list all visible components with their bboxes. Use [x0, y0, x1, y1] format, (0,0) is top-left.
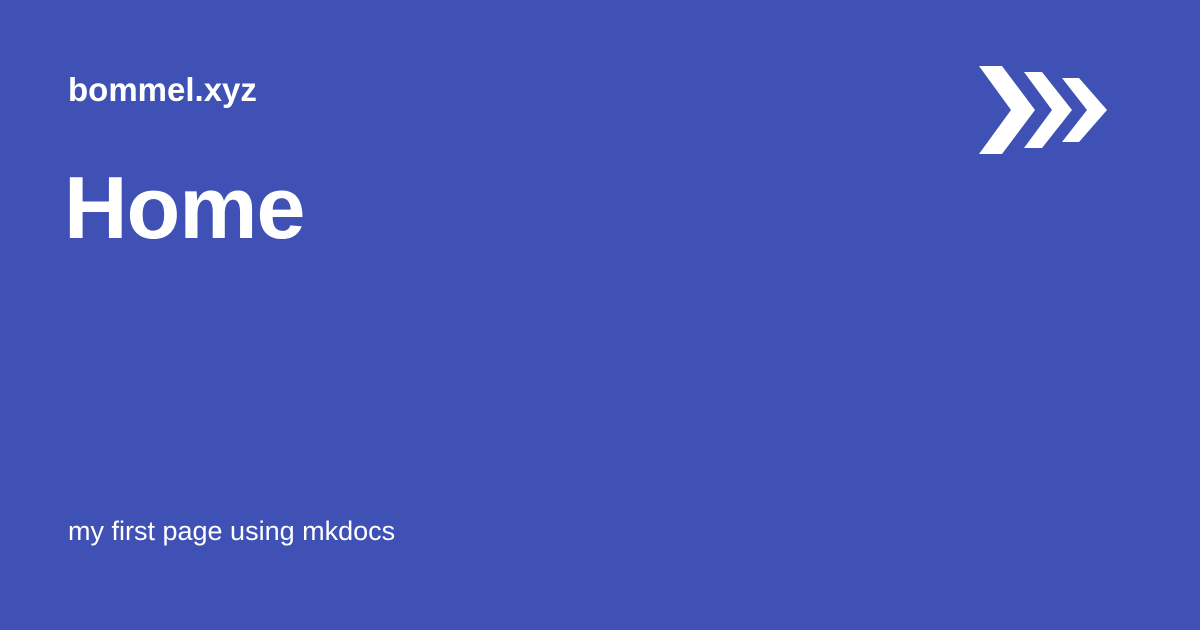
logo: [976, 64, 1110, 156]
chevron-1-icon: [979, 66, 1035, 154]
chevron-3-icon: [1062, 78, 1107, 142]
page-description: my first page using mkdocs: [68, 516, 396, 546]
page-title: Home: [64, 158, 305, 257]
chevron-2-icon: [1024, 72, 1072, 148]
triple-chevron-right-icon: [979, 66, 1107, 154]
site-name: bommel.xyz: [68, 71, 257, 108]
